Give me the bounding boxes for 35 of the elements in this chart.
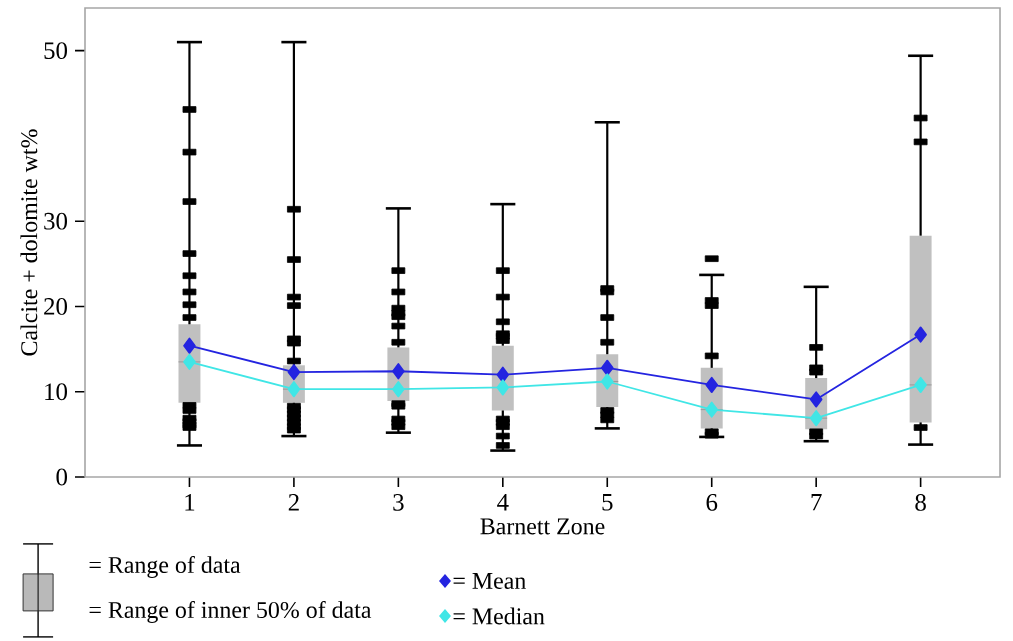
x-tick-label: 7	[811, 494, 822, 511]
point	[183, 353, 196, 370]
point	[183, 337, 196, 354]
point	[809, 410, 823, 427]
point	[392, 363, 405, 380]
x-tick-label: 3	[393, 494, 404, 511]
y-tick-label: 10	[45, 383, 68, 401]
x-axis-title: Barnett Zone	[480, 518, 605, 535]
point	[914, 326, 927, 343]
point	[705, 376, 719, 394]
point	[287, 381, 301, 398]
point	[600, 373, 614, 390]
x-tick-label: 6	[706, 494, 718, 511]
point	[496, 366, 510, 383]
y-tick-label: 30	[44, 212, 68, 230]
text: = Range of inner 50% of data	[89, 600, 372, 623]
point	[914, 376, 927, 394]
point	[705, 401, 719, 418]
x-tick-label: 2	[288, 494, 299, 511]
point	[600, 359, 614, 376]
legend-label: = Median	[453, 607, 545, 625]
y-tick-label: 0	[56, 468, 68, 486]
point	[392, 381, 405, 398]
text: = Range of data	[89, 555, 241, 578]
y-axis-title: Calcite + dolomite wt%	[20, 129, 38, 356]
y-tick-label: 20	[44, 298, 68, 315]
point	[496, 379, 510, 396]
y-tick-label: 50	[44, 42, 68, 60]
x-tick-label: 8	[915, 494, 926, 511]
legend-label: = Mean	[453, 573, 526, 589]
point	[809, 391, 823, 408]
x-tick-label: 4	[497, 494, 509, 511]
x-tick-label: 5	[602, 494, 613, 511]
point	[287, 364, 301, 381]
x-tick-label: 1	[185, 494, 195, 511]
